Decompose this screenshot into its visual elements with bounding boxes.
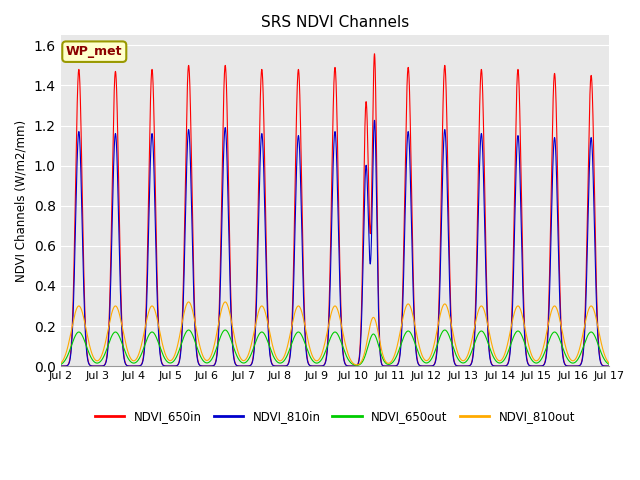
Legend: NDVI_650in, NDVI_810in, NDVI_650out, NDVI_810out: NDVI_650in, NDVI_810in, NDVI_650out, NDV… bbox=[90, 405, 580, 428]
Text: WP_met: WP_met bbox=[66, 45, 122, 58]
Title: SRS NDVI Channels: SRS NDVI Channels bbox=[261, 15, 409, 30]
Y-axis label: NDVI Channels (W/m2/mm): NDVI Channels (W/m2/mm) bbox=[15, 120, 28, 282]
